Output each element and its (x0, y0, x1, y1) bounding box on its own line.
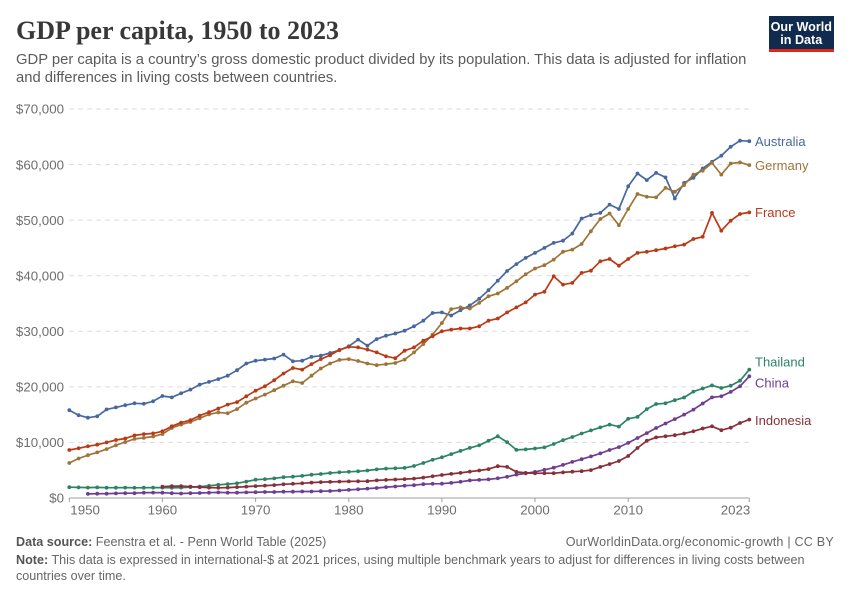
svg-text:2010: 2010 (613, 502, 643, 517)
svg-text:$0: $0 (49, 491, 64, 506)
svg-text:1990: 1990 (427, 502, 457, 517)
svg-text:Australia: Australia (755, 134, 806, 149)
svg-text:$20,000: $20,000 (16, 380, 64, 395)
svg-text:$50,000: $50,000 (16, 213, 64, 228)
svg-text:France: France (755, 205, 795, 220)
svg-text:Thailand: Thailand (755, 355, 805, 370)
svg-text:2000: 2000 (520, 502, 550, 517)
svg-text:Germany: Germany (755, 158, 809, 173)
svg-text:$30,000: $30,000 (16, 324, 64, 339)
svg-text:$10,000: $10,000 (16, 435, 64, 450)
svg-text:1970: 1970 (241, 502, 271, 517)
svg-text:2023: 2023 (721, 502, 751, 517)
svg-text:1960: 1960 (148, 502, 178, 517)
svg-text:$40,000: $40,000 (16, 268, 64, 283)
svg-text:Indonesia: Indonesia (755, 413, 812, 428)
svg-text:$60,000: $60,000 (16, 157, 64, 172)
svg-text:1980: 1980 (334, 502, 364, 517)
svg-text:China: China (755, 375, 790, 390)
svg-text:1950: 1950 (70, 502, 100, 517)
svg-text:$70,000: $70,000 (16, 102, 64, 117)
